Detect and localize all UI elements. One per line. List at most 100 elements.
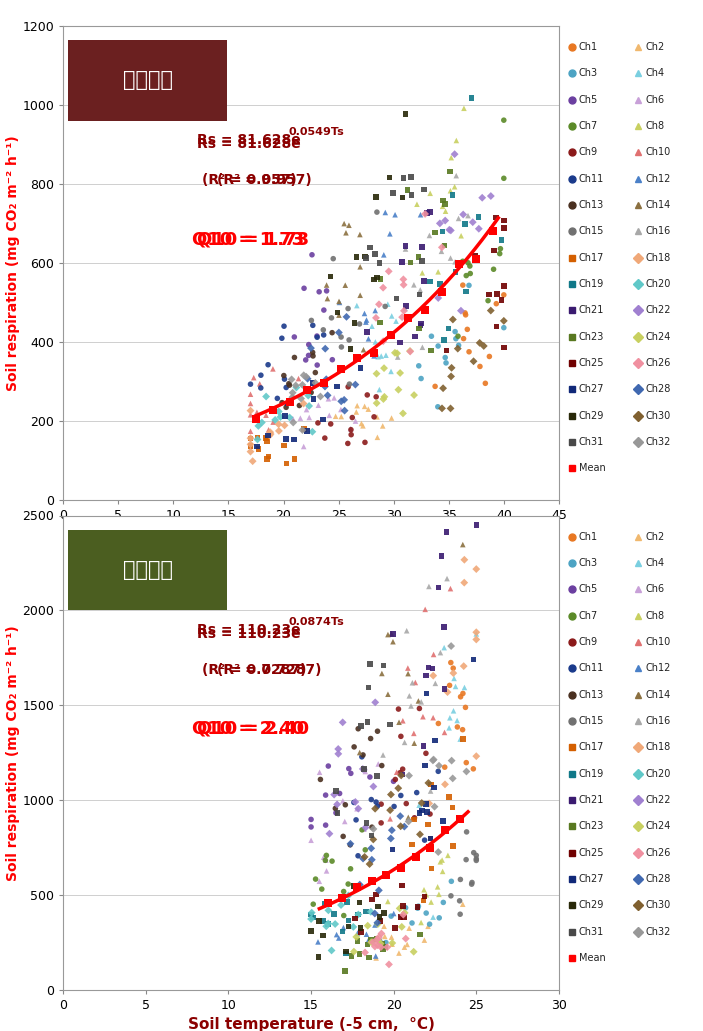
Point <box>255 367 266 384</box>
Point <box>330 916 341 932</box>
Point <box>416 239 427 256</box>
Point <box>430 225 441 241</box>
Point <box>336 339 347 356</box>
Point <box>413 321 425 337</box>
Point <box>294 397 305 413</box>
Point <box>468 844 479 861</box>
Point <box>430 675 441 692</box>
Point <box>406 187 418 203</box>
Point <box>439 680 450 697</box>
FancyBboxPatch shape <box>68 40 227 121</box>
Point <box>298 395 309 411</box>
Point <box>459 679 470 696</box>
Point <box>385 363 396 379</box>
Point <box>437 198 449 214</box>
Point <box>405 255 416 271</box>
Point <box>414 700 425 717</box>
FancyBboxPatch shape <box>68 530 227 610</box>
Point <box>369 917 380 933</box>
Point <box>395 728 406 744</box>
Point <box>387 936 398 953</box>
Point <box>445 888 456 904</box>
Point <box>325 268 336 285</box>
Point <box>271 390 283 406</box>
Point <box>438 332 449 348</box>
Point <box>363 401 374 418</box>
Point <box>366 934 377 951</box>
Point <box>397 190 408 206</box>
Text: Ch17: Ch17 <box>579 253 604 263</box>
Point <box>323 758 334 774</box>
Point <box>353 721 364 737</box>
Text: Ch3: Ch3 <box>579 558 598 568</box>
Point <box>463 255 474 271</box>
Point <box>362 918 373 934</box>
Point <box>445 580 456 597</box>
Point <box>385 830 396 846</box>
Point <box>415 694 427 710</box>
Point <box>305 910 316 927</box>
Point <box>255 379 266 396</box>
Point <box>448 702 459 719</box>
Point <box>467 214 478 231</box>
Point <box>328 787 340 803</box>
Point <box>354 226 366 242</box>
Point <box>251 404 262 421</box>
Point <box>447 187 458 203</box>
Point <box>386 626 397 642</box>
Point <box>263 422 274 438</box>
Point <box>432 399 444 415</box>
Point <box>342 300 354 317</box>
Point <box>264 424 276 440</box>
Point <box>457 731 468 747</box>
Point <box>293 370 304 387</box>
Point <box>461 763 472 779</box>
Point <box>337 714 348 731</box>
Point <box>418 893 429 909</box>
Point <box>343 919 354 935</box>
Point <box>337 793 349 809</box>
Point <box>430 378 441 395</box>
Point <box>307 344 318 361</box>
Point <box>460 284 472 300</box>
Point <box>439 350 451 366</box>
Point <box>353 800 364 817</box>
Text: Ch13: Ch13 <box>579 690 604 700</box>
Point <box>440 355 451 371</box>
Point <box>498 277 510 294</box>
Point <box>334 786 345 802</box>
Point <box>458 330 469 346</box>
Point <box>335 408 347 425</box>
Point <box>429 779 440 796</box>
Point <box>312 414 323 431</box>
Point <box>425 806 436 823</box>
Text: Ch11: Ch11 <box>579 173 604 184</box>
Point <box>367 934 378 951</box>
Point <box>491 319 502 335</box>
Point <box>470 251 482 267</box>
Point <box>276 395 288 411</box>
Point <box>470 561 482 577</box>
Point <box>449 670 460 687</box>
Text: (R² = 0.7287): (R² = 0.7287) <box>217 663 321 676</box>
Point <box>279 371 290 388</box>
Point <box>248 369 259 386</box>
Point <box>437 193 449 209</box>
Point <box>389 920 401 936</box>
Point <box>303 336 314 353</box>
Point <box>363 331 374 347</box>
Point <box>364 932 375 949</box>
Point <box>311 329 323 345</box>
Point <box>356 749 368 765</box>
Point <box>425 830 437 846</box>
Point <box>371 395 382 411</box>
Point <box>301 368 312 385</box>
Point <box>374 314 385 331</box>
Point <box>364 856 375 872</box>
Point <box>366 903 377 920</box>
Text: Mean: Mean <box>579 463 605 473</box>
Point <box>305 906 316 923</box>
Point <box>354 744 366 761</box>
Point <box>364 769 375 786</box>
Point <box>305 340 316 357</box>
